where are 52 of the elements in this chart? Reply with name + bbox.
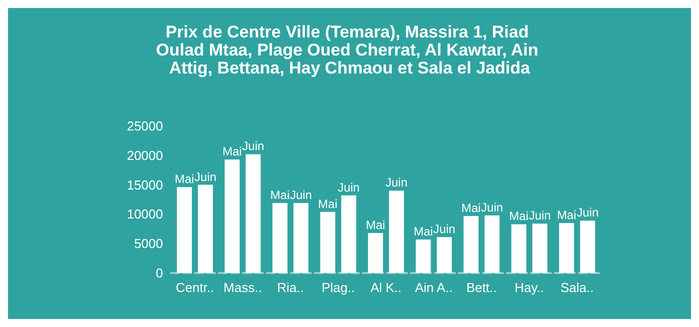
text: Juin: [385, 176, 408, 190]
y-tick-label: 5000: [134, 236, 163, 252]
text: Mai: [174, 172, 194, 186]
x-tick-label: Al K..: [370, 280, 402, 295]
bar: [293, 203, 308, 273]
text: Mai: [270, 188, 290, 202]
y-tick-label: 15000: [126, 177, 163, 192]
bar: [416, 239, 431, 273]
text: Mai: [222, 144, 242, 159]
bar: [436, 237, 452, 273]
bar: [320, 212, 336, 273]
bar: [224, 160, 240, 273]
bar: [176, 187, 192, 273]
x-tick-label: Centr..: [176, 280, 214, 295]
bar: [272, 203, 288, 273]
x-tick-label: Hay..: [514, 280, 544, 295]
text: Juin: [528, 208, 551, 223]
bar: [532, 224, 548, 273]
text: Mai: [414, 224, 433, 238]
bar: [389, 190, 404, 273]
x-tick-label: Ria..: [277, 280, 304, 295]
chart-title: Prix de Centre Ville (Temara), Massira 1, Riad Oulad Mtaa, Plage Oued Cherrat, Al Kawtar, Ain Attig, Bettana, Hay Chmaou et Sala el Jadida: [156, 22, 543, 78]
y-tick-label: 25000: [126, 118, 163, 134]
bar: [198, 184, 213, 273]
y-tick-label: 20000: [126, 148, 163, 163]
x-tick-label: Bett..: [466, 280, 497, 295]
y-tick-label: 0: [156, 266, 163, 280]
text: Juin: [481, 200, 504, 214]
text: Mai: [366, 218, 386, 232]
bar: [464, 216, 479, 273]
y-tick-label: 10000: [126, 206, 163, 222]
bar: [341, 195, 356, 273]
x-tick-label: Mass..: [224, 280, 262, 295]
x-tick-label: Plag..: [322, 280, 355, 295]
text: Mai: [318, 196, 338, 211]
text: Juin: [433, 222, 456, 236]
bar: [559, 223, 574, 273]
text: Mai: [461, 200, 481, 215]
bar: [511, 224, 526, 273]
series-label: Juin: [242, 139, 264, 154]
text: Juin: [290, 188, 312, 202]
bar: [580, 220, 596, 273]
text: Juin: [338, 180, 360, 194]
x-tick-label: Ain A..: [414, 280, 453, 295]
x-tick-label: Sala..: [560, 280, 594, 295]
text: Juin: [194, 170, 216, 184]
series-label: Mai: [509, 209, 529, 224]
text: Juin: [576, 206, 599, 220]
bar: [484, 215, 500, 273]
bar: [368, 233, 383, 273]
text: Mai: [556, 208, 576, 222]
bar: [246, 154, 261, 273]
